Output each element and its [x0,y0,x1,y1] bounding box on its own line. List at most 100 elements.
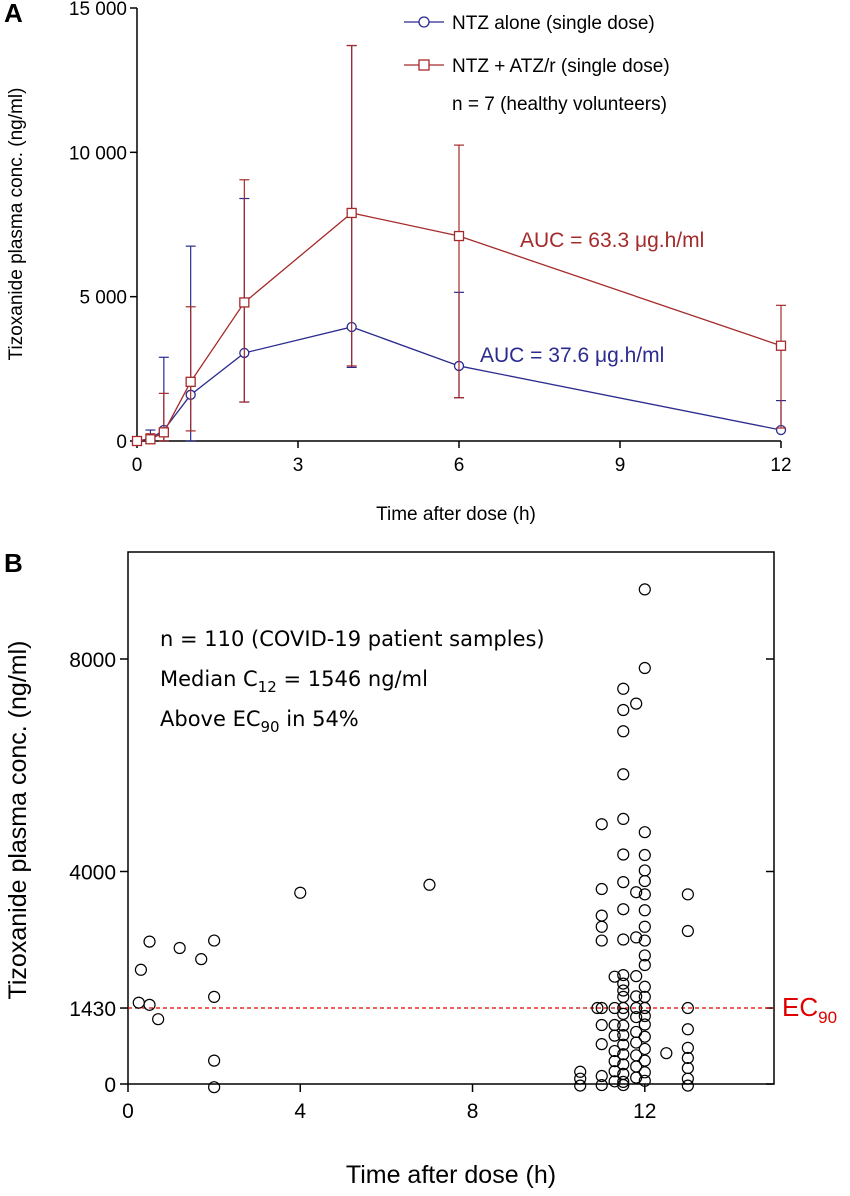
scatter-point [630,886,643,899]
scatter-point [173,941,186,955]
annot-median-sub: 12 [258,678,277,696]
panel-a-legend: NTZ alone (single dose) NTZ + ATZ/r (sin… [404,13,670,115]
data-point-square [346,207,357,219]
scatter-point [617,848,630,861]
scatter-point [660,1047,673,1060]
scatter-point [595,1069,608,1083]
scatter-point [638,980,651,993]
annot-n: n = 110 (COVID-19 patient samples) [160,627,545,651]
scatter-point [630,970,643,983]
scatter-point [208,990,221,1003]
scatter-point [617,1007,630,1020]
scatter-point [617,990,630,1003]
legend-red-marker [418,59,430,71]
scatter-point [681,1001,694,1015]
panel-a-y-tick-label: 10 000 [69,143,127,164]
ec90-label: EC90 [782,992,837,1027]
panel-a-x-tick-label: 9 [615,455,626,476]
scatter-point [608,1044,621,1058]
panel-a-letter: A [4,0,23,28]
scatter-point [617,977,630,990]
scatter-point [208,934,221,947]
panel-a-x-tick-label: 12 [770,455,791,476]
scatter-point [617,1075,630,1088]
panel-a-y-tick-label: 0 [116,432,127,453]
scatter-point [294,886,307,899]
scatter-point [208,1054,221,1067]
scatter-point [638,1030,651,1043]
scatter-point [595,1001,608,1015]
panel-a-y-tick-label: 15 000 [69,0,127,20]
scatter-point [608,1065,621,1078]
legend-blue-label: NTZ alone (single dose) [452,13,655,34]
scatter-point [681,1061,694,1075]
scatter-point [132,996,145,1009]
panel-a-series [131,44,787,447]
panel-a-y-label: Tizoxanide plasma conc. (ng/ml) [6,88,27,361]
panel-b-y-tick-label: 8000 [69,649,116,672]
legend-red-label: NTZ + ATZ/r (single dose) [452,56,670,77]
panel-b-x-tick-label: 12 [633,1100,656,1123]
scatter-point [595,882,608,896]
ec90-label-sub: 90 [818,1008,837,1027]
scatter-point [638,888,651,901]
scatter-point [638,864,651,877]
scatter-point [617,968,630,982]
scatter-point [617,903,630,916]
scatter-point [617,1019,630,1032]
scatter-point [617,933,630,946]
scatter-point [617,1029,630,1042]
data-point-square [185,376,196,387]
scatter-point [617,1078,630,1092]
scatter-point [630,1071,643,1084]
scatter-point [638,848,651,862]
scatter-point [143,935,156,948]
scatter-point [638,1066,651,1079]
scatter-point [638,958,651,972]
scatter-point [574,1065,587,1078]
series-ntz-atz [131,44,787,447]
scatter-point [638,1042,651,1056]
scatter-point [630,697,643,710]
scatter-point [595,1038,608,1051]
scatter-point [591,1001,604,1015]
scatter-point [608,1075,621,1088]
legend-blue-marker [418,16,430,28]
scatter-point [638,904,651,917]
panel-b-points [132,583,694,1094]
scatter-point [617,876,630,889]
legend-n-text: n = 7 (healthy volunteers) [452,94,667,115]
annot-above-post: in 54% [280,707,359,731]
annot-above-pre: Above EC [160,707,261,731]
data-point-square [158,427,169,438]
scatter-point [638,1018,651,1031]
data-point-square [239,297,250,308]
scatter-point [638,920,651,933]
panel-a-x-tick-label: 6 [454,455,465,476]
scatter-point [595,1078,608,1092]
data-point-square [145,434,156,445]
scatter-point [608,970,621,983]
scatter-point [617,682,630,695]
scatter-point [617,703,630,717]
panel-b-y-label: Tizoxanide plasma conc. (ng/ml) [4,641,32,1000]
scatter-point [574,1079,587,1092]
panel-b-frame [127,551,775,1085]
data-point-square [131,435,143,447]
scatter-point [681,924,694,938]
scatter-point [208,1081,221,1094]
scatter-point [638,1001,651,1015]
auc-red-annotation: AUC = 63.3 μg.h/ml [520,229,704,252]
scatter-point [595,920,608,933]
scatter-point [617,1001,630,1015]
scatter-point [630,1010,643,1024]
ec90-label-main: EC [782,992,818,1022]
panel-b-x-tick-label: 4 [294,1100,306,1123]
scatter-point [630,990,643,1003]
scatter-point [617,984,630,997]
scatter-point [595,934,608,947]
panel-b-x-tick-label: 8 [467,1100,479,1123]
scatter-point [638,934,651,947]
panel-a-x-label: Time after dose (h) [376,504,536,525]
